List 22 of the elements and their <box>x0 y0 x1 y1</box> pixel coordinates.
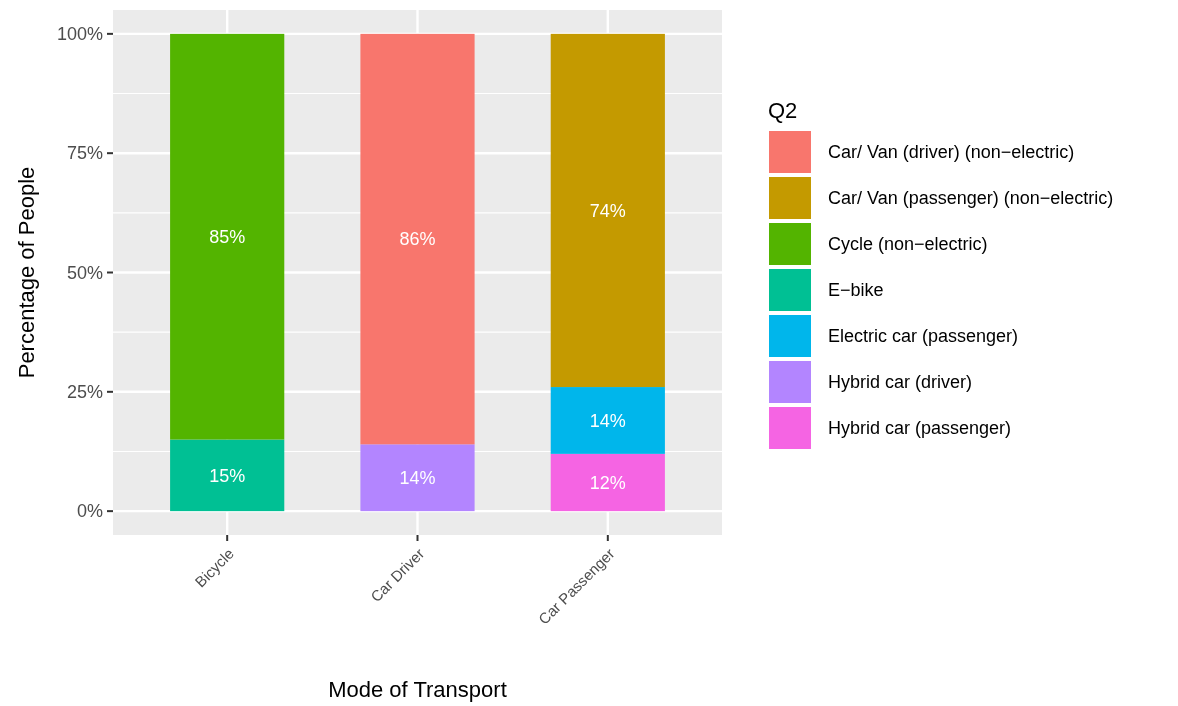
data-label: 86% <box>399 229 436 250</box>
x-axis-title: Mode of Transport <box>328 677 507 702</box>
legend-label: E−bike <box>828 280 884 301</box>
legend-label: Car/ Van (passenger) (non−electric) <box>828 188 1114 209</box>
y-tick-label: 25% <box>66 382 103 403</box>
legend-label: Cycle (non−electric) <box>828 234 988 255</box>
data-label: 74% <box>589 200 626 221</box>
legend-label: Electric car (passenger) <box>828 326 1019 347</box>
data-label: 14% <box>399 468 436 489</box>
y-tick-label: 0% <box>76 501 103 522</box>
data-label: 15% <box>209 465 246 486</box>
y-tick-label: 50% <box>66 262 103 283</box>
data-label: 12% <box>589 472 626 493</box>
data-label: 85% <box>209 227 246 247</box>
y-axis-title: Percentage of People <box>14 166 39 379</box>
data-label: 14% <box>589 410 626 431</box>
legend-label: Hybrid car (driver) <box>828 372 973 393</box>
legend-label: Hybrid car (passenger) <box>828 418 1012 439</box>
y-tick-label: 100% <box>56 24 103 45</box>
legend-label: Car/ Van (driver) (non−electric) <box>828 142 1075 163</box>
legend-title: Q2 <box>768 98 798 123</box>
y-tick-label: 75% <box>66 143 103 164</box>
